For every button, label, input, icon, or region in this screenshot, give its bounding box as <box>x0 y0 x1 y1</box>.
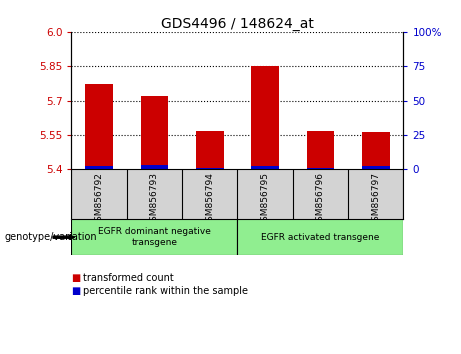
Text: GSM856793: GSM856793 <box>150 172 159 227</box>
Title: GDS4496 / 148624_at: GDS4496 / 148624_at <box>161 17 314 31</box>
Bar <box>251 66 279 169</box>
Text: GSM856795: GSM856795 <box>260 172 270 227</box>
Bar <box>85 85 113 169</box>
Text: percentile rank within the sample: percentile rank within the sample <box>83 286 248 296</box>
Bar <box>141 96 168 169</box>
Text: GSM856796: GSM856796 <box>316 172 325 227</box>
Bar <box>85 166 113 169</box>
Text: EGFR activated transgene: EGFR activated transgene <box>261 233 379 242</box>
Text: EGFR dominant negative
transgene: EGFR dominant negative transgene <box>98 228 211 247</box>
Text: ■: ■ <box>71 286 81 296</box>
Text: GSM856792: GSM856792 <box>95 172 104 227</box>
Text: transformed count: transformed count <box>83 273 174 283</box>
Bar <box>141 165 168 169</box>
Bar <box>362 166 390 169</box>
Bar <box>71 219 237 255</box>
Bar <box>251 166 279 169</box>
Bar <box>237 219 403 255</box>
Bar <box>307 131 334 169</box>
Bar <box>307 168 334 169</box>
Bar <box>196 131 224 169</box>
Text: GSM856794: GSM856794 <box>205 172 214 227</box>
Text: genotype/variation: genotype/variation <box>5 232 97 242</box>
Text: GSM856797: GSM856797 <box>371 172 380 227</box>
Text: ■: ■ <box>71 273 81 283</box>
Bar <box>362 132 390 169</box>
